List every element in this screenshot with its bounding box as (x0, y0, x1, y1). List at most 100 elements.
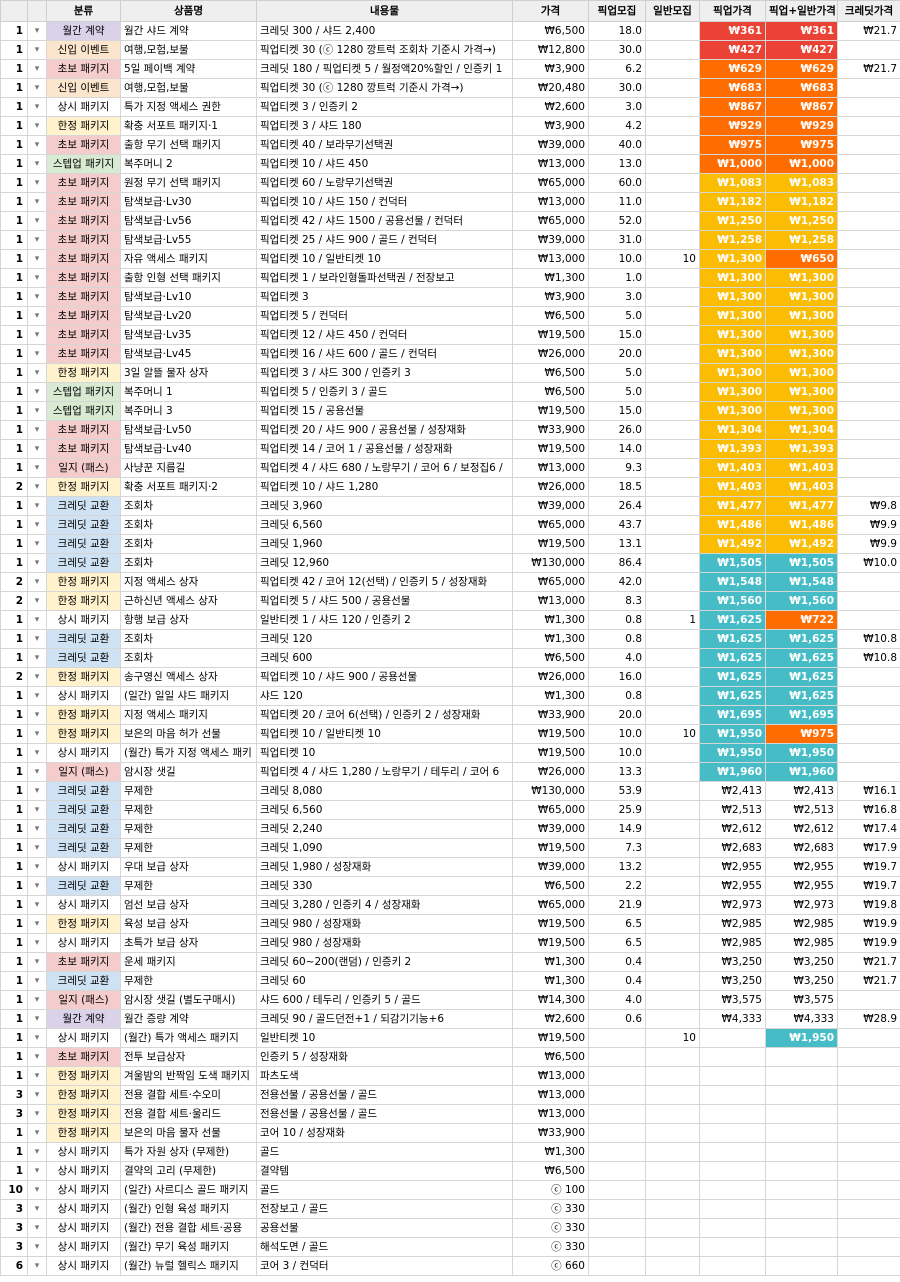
cell-pickup-count[interactable] (588, 1180, 646, 1200)
dropdown-arrow-icon[interactable]: ▾ (34, 843, 40, 853)
cell-qty[interactable]: 1 (0, 895, 28, 915)
cell-product-name[interactable]: 무제한 (120, 819, 257, 839)
dropdown-arrow-icon[interactable]: ▾ (34, 729, 40, 739)
cell-qty[interactable]: 1 (0, 1028, 28, 1048)
cell-qty[interactable]: 1 (0, 173, 28, 193)
cell-pickup-count[interactable] (588, 1161, 646, 1181)
dropdown-arrow-icon[interactable]: ▾ (34, 292, 40, 302)
cell-general-count[interactable]: 1 (645, 610, 700, 630)
cell-qty[interactable]: 1 (0, 363, 28, 383)
cell-contents[interactable]: 픽업티켓 42 / 샤드 1500 / 공용선물 / 컨덕터 (256, 211, 513, 231)
cell-qty[interactable]: 1 (0, 819, 28, 839)
cell-price[interactable]: ₩6,500 (512, 876, 589, 896)
dropdown-arrow-icon[interactable]: ▾ (34, 121, 40, 131)
cell-general-count[interactable] (645, 458, 700, 478)
cell-credit-price[interactable] (837, 135, 900, 155)
cell-category[interactable]: 일지 (패스) (46, 458, 121, 478)
cell-qty[interactable]: 1 (0, 496, 28, 516)
cell-product-name[interactable]: 송구영신 액세스 상자 (120, 667, 257, 687)
cell-pickup-count[interactable]: 5.0 (588, 306, 646, 326)
dropdown-arrow-icon[interactable]: ▾ (34, 1223, 40, 1233)
cell-pickup-count[interactable]: 6.5 (588, 933, 646, 953)
dropdown-arrow-icon[interactable]: ▾ (34, 691, 40, 701)
cell-general-count[interactable] (645, 629, 700, 649)
cell-pickup-general-price[interactable]: ₩1,393 (765, 439, 838, 459)
cell-category[interactable]: 크레딧 교환 (46, 819, 121, 839)
cell-product-name[interactable]: 지정 액세스 상자 (120, 572, 257, 592)
cell-credit-price[interactable]: ₩10.8 (837, 648, 900, 668)
cell-pickup-count[interactable] (588, 1142, 646, 1162)
cell-category[interactable]: 크레딧 교환 (46, 534, 121, 554)
cell-category[interactable]: 초보 패키지 (46, 325, 121, 345)
cell-pickup-count[interactable]: 13.1 (588, 534, 646, 554)
cell-product-name[interactable]: 5일 페이백 계약 (120, 59, 257, 79)
cell-contents[interactable]: 크레딧 300 / 샤드 2,400 (256, 21, 513, 41)
cell-general-count[interactable] (645, 154, 700, 174)
cell-general-count[interactable] (645, 344, 700, 364)
cell-credit-price[interactable] (837, 97, 900, 117)
dropdown-arrow-icon[interactable]: ▾ (34, 311, 40, 321)
cell-dropdown[interactable]: ▾ (27, 971, 47, 991)
cell-price[interactable]: ⓒ 330 (512, 1199, 589, 1219)
cell-dropdown[interactable]: ▾ (27, 59, 47, 79)
cell-contents[interactable]: 크레딧 980 / 성장재화 (256, 933, 513, 953)
cell-contents[interactable]: 픽업티켓 4 / 샤드 1,280 / 노랑무기 / 테두리 / 코어 6 (256, 762, 513, 782)
cell-pickup-price[interactable]: ₩1,695 (699, 705, 766, 725)
cell-category[interactable]: 상시 패키지 (46, 1199, 121, 1219)
cell-dropdown[interactable]: ▾ (27, 1104, 47, 1124)
cell-price[interactable]: ₩6,500 (512, 306, 589, 326)
cell-qty[interactable]: 1 (0, 705, 28, 725)
cell-qty[interactable]: 1 (0, 1142, 28, 1162)
cell-qty[interactable]: 1 (0, 249, 28, 269)
cell-category[interactable]: 초보 패키지 (46, 344, 121, 364)
cell-qty[interactable]: 1 (0, 344, 28, 364)
dropdown-arrow-icon[interactable]: ▾ (34, 539, 40, 549)
cell-pickup-price[interactable]: ₩1,393 (699, 439, 766, 459)
cell-contents[interactable]: 일반티켓 1 / 샤드 120 / 인증키 2 (256, 610, 513, 630)
cell-pickup-count[interactable]: 13.2 (588, 857, 646, 877)
cell-general-count[interactable] (645, 857, 700, 877)
cell-price[interactable]: ₩12,800 (512, 40, 589, 60)
header-dropdown[interactable] (27, 0, 47, 22)
cell-pickup-count[interactable]: 26.4 (588, 496, 646, 516)
dropdown-arrow-icon[interactable]: ▾ (34, 938, 40, 948)
cell-general-count[interactable]: 10 (645, 1028, 700, 1048)
cell-category[interactable]: 한정 패키지 (46, 1066, 121, 1086)
dropdown-arrow-icon[interactable]: ▾ (34, 140, 40, 150)
cell-credit-price[interactable] (837, 705, 900, 725)
cell-pickup-price[interactable]: ₩1,403 (699, 477, 766, 497)
cell-pickup-price[interactable] (699, 1123, 766, 1143)
cell-qty[interactable]: 1 (0, 211, 28, 231)
cell-pickup-general-price[interactable]: ₩1,300 (765, 268, 838, 288)
cell-pickup-price[interactable]: ₩3,250 (699, 971, 766, 991)
cell-category[interactable]: 초보 패키지 (46, 173, 121, 193)
cell-credit-price[interactable] (837, 1180, 900, 1200)
cell-general-count[interactable] (645, 914, 700, 934)
cell-product-name[interactable]: 복주머니 3 (120, 401, 257, 421)
cell-price[interactable]: ₩26,000 (512, 762, 589, 782)
cell-pickup-general-price[interactable]: ₩1,625 (765, 686, 838, 706)
cell-contents[interactable]: 크레딧 600 (256, 648, 513, 668)
cell-pickup-count[interactable]: 40.0 (588, 135, 646, 155)
cell-general-count[interactable] (645, 1123, 700, 1143)
cell-price[interactable]: ₩3,900 (512, 116, 589, 136)
cell-pickup-count[interactable] (588, 1104, 646, 1124)
cell-product-name[interactable]: 결약의 고리 (무제한) (120, 1161, 257, 1181)
cell-contents[interactable]: 픽업티켓 16 / 샤드 600 / 골드 / 컨덕터 (256, 344, 513, 364)
cell-pickup-general-price[interactable]: ₩650 (765, 249, 838, 269)
cell-category[interactable]: 초보 패키지 (46, 268, 121, 288)
cell-general-count[interactable] (645, 971, 700, 991)
cell-price[interactable]: ₩26,000 (512, 344, 589, 364)
cell-contents[interactable]: 픽업티켓 5 / 인증키 3 / 골드 (256, 382, 513, 402)
dropdown-arrow-icon[interactable]: ▾ (34, 425, 40, 435)
cell-pickup-general-price[interactable]: ₩1,477 (765, 496, 838, 516)
cell-price[interactable]: ₩13,000 (512, 591, 589, 611)
cell-product-name[interactable]: 탐색보급·Lv20 (120, 306, 257, 326)
cell-qty[interactable]: 1 (0, 230, 28, 250)
cell-pickup-count[interactable]: 10.0 (588, 724, 646, 744)
cell-category[interactable]: 스텝업 패키지 (46, 401, 121, 421)
cell-category[interactable]: 상시 패키지 (46, 686, 121, 706)
cell-pickup-count[interactable]: 0.4 (588, 952, 646, 972)
cell-contents[interactable]: 픽업티켓 15 / 공용선물 (256, 401, 513, 421)
cell-product-name[interactable]: 전용 결합 세트·수오미 (120, 1085, 257, 1105)
